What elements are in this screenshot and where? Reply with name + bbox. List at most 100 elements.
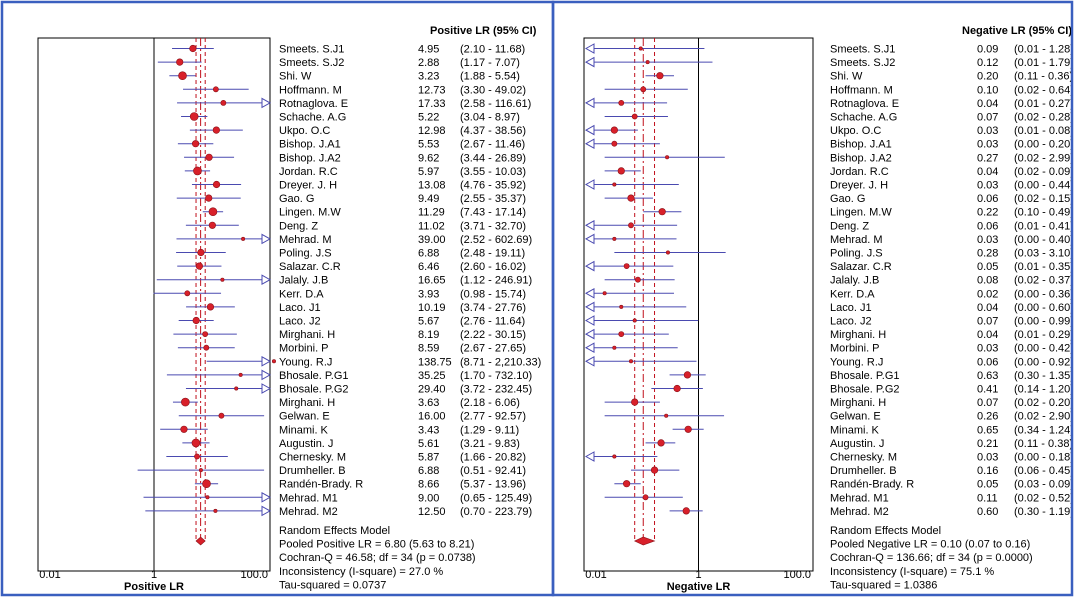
study-ci: (2.77 - 92.57) [460, 411, 526, 423]
study-ci: (0.01 - 1.79) [1014, 57, 1074, 69]
ci-arrow-right [261, 369, 272, 381]
study-estimate-point [684, 425, 692, 433]
ci-arrow-left [584, 451, 595, 462]
study-estimate: 0.12 [977, 57, 998, 69]
study-estimate-point [623, 263, 630, 269]
study-estimate: 0.03 [977, 139, 998, 151]
study-estimate: 13.08 [418, 180, 446, 192]
study-estimate-point [191, 140, 200, 148]
study-ci: (0.00 - 0.60) [1014, 302, 1074, 314]
study-estimate-point [234, 386, 239, 391]
study-estimate-point [619, 304, 624, 309]
study-estimate: 0.06 [977, 220, 998, 232]
study-name: Minami. K [279, 424, 329, 436]
study-name: Drumheller. B [830, 465, 897, 477]
study-name: Mirghani. H [279, 397, 335, 409]
ci-arrow-left [584, 43, 595, 54]
study-name: Smeets. S.J2 [279, 57, 344, 69]
study-name: Laco. J1 [830, 302, 872, 314]
study-estimate: 0.05 [977, 479, 998, 491]
study-estimate-point [176, 58, 184, 66]
study-ci: (0.70 - 223.79) [460, 506, 532, 518]
study-ci: (3.44 - 26.89) [460, 152, 526, 164]
study-estimate: 12.50 [418, 506, 446, 518]
study-name: Poling. J.S [830, 248, 883, 260]
study-estimate: 3.93 [418, 288, 439, 300]
study-estimate: 0.04 [977, 98, 998, 110]
study-ci: (8.71 - 2,210.33) [460, 356, 541, 368]
study-name: Ukpo. O.C [830, 125, 881, 137]
study-name: Gelwan. E [279, 411, 330, 423]
study-estimate: 0.26 [977, 411, 998, 423]
study-estimate-point [628, 359, 633, 364]
axis-tick-label: 100.0 [783, 569, 811, 581]
study-name: Kerr. D.A [830, 288, 875, 300]
study-estimate: 0.16 [977, 465, 998, 477]
study-ci: (3.71 - 32.70) [460, 220, 526, 232]
study-estimate: 0.05 [977, 261, 998, 273]
study-estimate: 29.40 [418, 384, 446, 396]
x-axis-label: Positive LR [124, 581, 184, 593]
study-ci: (0.02 - 0.09) [1014, 166, 1074, 178]
study-estimate: 11.02 [418, 220, 445, 232]
study-estimate-point [634, 276, 641, 283]
study-name: Bhosale. P.G2 [830, 384, 900, 396]
study-estimate-point [271, 359, 276, 364]
study-name: Randén-Brady. R [279, 479, 363, 491]
study-estimate: 5.53 [418, 139, 439, 151]
study-name: Bishop. J.A2 [279, 152, 341, 164]
study-ci: (0.01 - 0.27) [1014, 98, 1074, 110]
x-axis-label: Negative LR [667, 581, 731, 593]
study-name: Bhosale. P.G1 [830, 370, 900, 382]
summary-line: Inconsistency (I-square) = 75.1 % [830, 566, 994, 578]
study-ci: (0.65 - 125.49) [460, 492, 532, 504]
ci-arrow-left [584, 342, 595, 354]
study-name: Hoffmann. M [279, 84, 342, 96]
study-name: Jordan. R.C [830, 166, 889, 178]
study-name: Bhosale. P.G2 [279, 384, 349, 396]
study-ci: (0.01 - 0.08) [1014, 125, 1074, 137]
study-name: Drumheller. B [279, 465, 346, 477]
study-name: Jalaly. J.B [830, 275, 879, 287]
study-estimate: 6.88 [418, 248, 439, 260]
study-ci: (3.04 - 8.97) [460, 112, 520, 124]
study-name: Gao. G [279, 193, 314, 205]
ci-arrow-left [584, 219, 595, 231]
study-ci: (1.12 - 246.91) [460, 275, 532, 287]
study-name: Mehrad. M2 [830, 506, 889, 518]
study-name: Gelwan. E [830, 411, 881, 423]
study-ci: (2.67 - 27.65) [460, 343, 526, 355]
study-name: Smeets. S.J2 [830, 57, 895, 69]
study-estimate: 0.28 [977, 248, 998, 260]
study-name: Mehrad. M2 [279, 506, 338, 518]
study-estimate-point [184, 290, 191, 297]
study-estimate: 8.59 [418, 343, 439, 355]
ci-arrow-left [584, 315, 595, 326]
study-estimate: 0.03 [977, 452, 998, 464]
summary-line: Cochran-Q = 46.58; df = 34 (p = 0.0738) [279, 552, 476, 564]
study-ci: (2.48 - 19.11) [460, 248, 525, 260]
ci-arrow-left [584, 328, 595, 340]
summary-line: Tau-squared = 1.0386 [830, 579, 937, 591]
study-estimate: 8.19 [418, 329, 439, 341]
study-ci: (0.00 - 0.99) [1014, 316, 1074, 328]
study-ci: (4.76 - 35.92) [460, 180, 526, 192]
study-name: Morbini. P [830, 343, 880, 355]
study-estimate: 138.75 [418, 356, 452, 368]
study-estimate: 0.10 [977, 84, 998, 96]
study-ci: (0.06 - 0.45) [1014, 465, 1074, 477]
study-estimate: 0.27 [977, 152, 998, 164]
study-estimate-point [181, 397, 190, 407]
study-estimate: 10.19 [418, 302, 446, 314]
study-estimate-point [194, 453, 200, 460]
study-estimate: 0.03 [977, 125, 998, 137]
axis-tick-label: 1 [695, 569, 701, 581]
study-estimate-point [683, 371, 692, 379]
study-ci: (2.76 - 11.64) [460, 316, 525, 328]
study-estimate: 39.00 [418, 234, 446, 246]
study-name: Young. R.J [279, 356, 332, 368]
study-estimate: 0.06 [977, 356, 998, 368]
study-estimate-point [205, 194, 213, 202]
negative-lr-panel: Negative LR (95% CI) Smeets. S.J1 0.09 (0.0… [583, 25, 1074, 593]
